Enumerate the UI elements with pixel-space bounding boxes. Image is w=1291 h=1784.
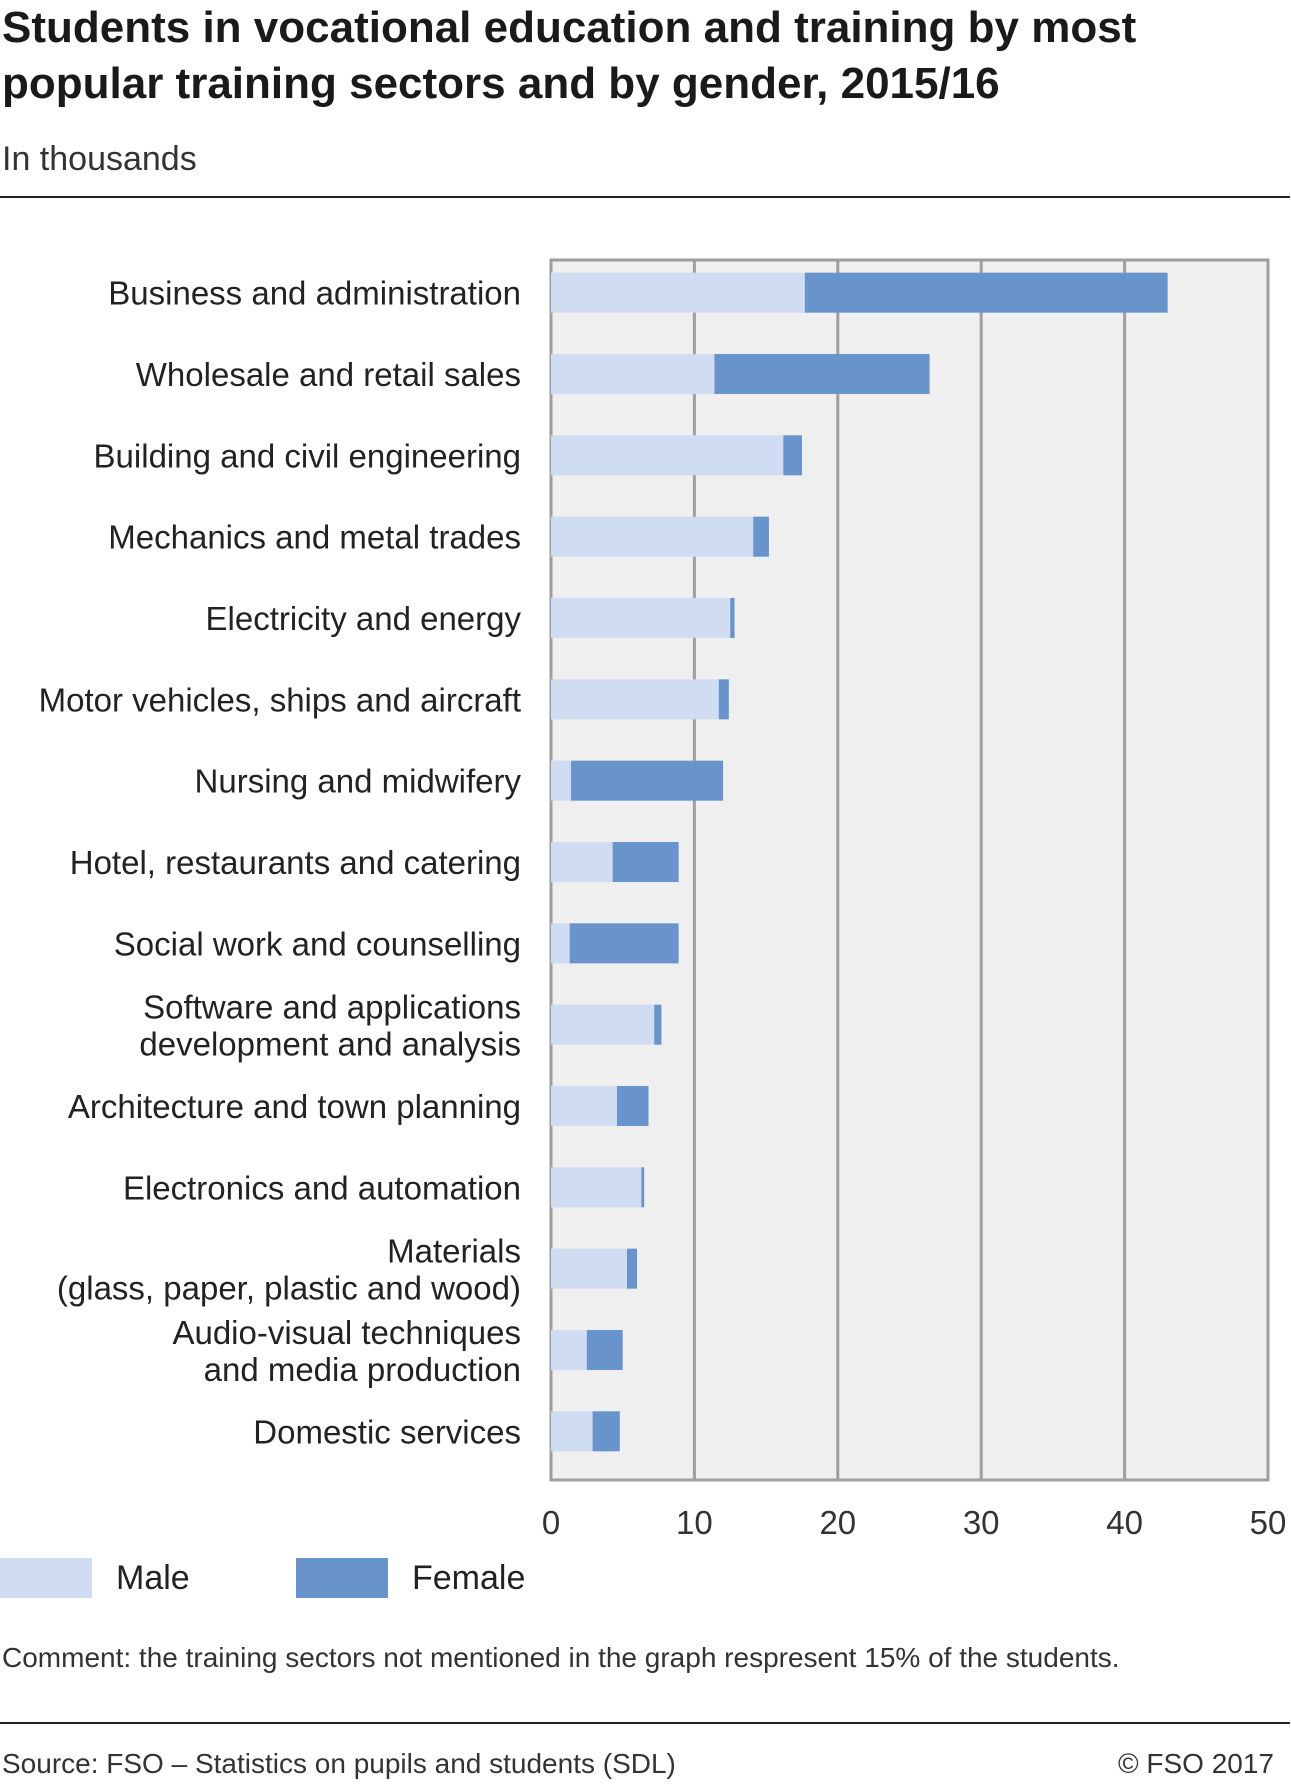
bar-female	[753, 516, 769, 557]
bar-male	[551, 679, 719, 720]
bar-female	[718, 679, 729, 720]
bar-female	[571, 760, 724, 801]
bar-female	[586, 1330, 623, 1370]
category-label: Software and applications development and…	[139, 989, 521, 1063]
bar-female	[616, 1086, 649, 1126]
category-label: Audio-visual techniques and media product…	[172, 1314, 521, 1388]
bar-female	[569, 923, 679, 964]
comment: Comment: the training sectors not mentio…	[2, 1642, 1120, 1673]
bar-female	[654, 1004, 662, 1045]
bar-male	[551, 1167, 642, 1208]
legend-swatch-male	[0, 1558, 92, 1598]
category-label: Wholesale and retail sales	[136, 356, 521, 393]
bar-male	[551, 1004, 655, 1045]
bar-female	[804, 272, 1168, 313]
category-label: Electronics and automation	[123, 1169, 521, 1206]
category-label: Social work and counselling	[114, 925, 521, 962]
bar-chart: 0 10 20 30 40 50 Business and administration Wh…	[39, 258, 1287, 1540]
bar-male	[551, 354, 715, 394]
bar-male	[551, 435, 784, 476]
category-label: Electricity and energy	[206, 600, 522, 637]
category-label: Business and administration	[108, 275, 521, 312]
x-tick-label: 40	[1106, 1504, 1143, 1540]
bar-male	[551, 923, 570, 964]
bar-male	[551, 598, 731, 638]
category-label: Materials (glass, paper, plastic and wood…	[57, 1233, 521, 1307]
x-tick-label: 10	[676, 1504, 713, 1540]
bar-female	[627, 1248, 638, 1289]
x-tick-label: 30	[963, 1504, 1000, 1540]
top-rule	[0, 196, 1290, 198]
bar-male	[551, 272, 805, 313]
category-label: Mechanics and metal trades	[108, 519, 521, 556]
legend: Male Female	[0, 1558, 525, 1598]
bottom-rule	[0, 1722, 1290, 1724]
legend-swatch-female	[296, 1558, 388, 1598]
x-tick-label: 20	[819, 1504, 856, 1540]
bar-female	[714, 354, 930, 394]
category-label: Architecture and town planning	[68, 1088, 521, 1125]
category-label: Building and civil engineering	[94, 437, 521, 474]
bar-female	[730, 598, 735, 638]
bar-female	[783, 435, 802, 476]
category-label: Nursing and midwifery	[195, 763, 522, 800]
chart-title: Students in vocational education and tra…	[2, 3, 1137, 108]
bar-male	[551, 1411, 593, 1452]
bar-male	[551, 1086, 617, 1126]
bar-male	[551, 1330, 587, 1370]
category-label: Domestic services	[253, 1413, 521, 1450]
bar-male	[551, 1248, 628, 1289]
legend-label-male: Male	[116, 1558, 190, 1597]
bar-female	[641, 1167, 645, 1208]
source-note: Source: FSO – Statistics on pupils and s…	[2, 1748, 676, 1779]
category-label: Hotel, restaurants and catering	[70, 844, 521, 881]
bar-male	[551, 842, 613, 882]
bar-male	[551, 760, 572, 801]
copyright: © FSO 2017	[1117, 1748, 1274, 1779]
bar-female	[592, 1411, 620, 1452]
legend-label-female: Female	[412, 1558, 526, 1597]
bar-male	[551, 516, 754, 557]
category-label: Motor vehicles, ships and aircraft	[39, 681, 521, 718]
x-tick-label: 50	[1250, 1504, 1287, 1540]
x-tick-label: 0	[542, 1504, 560, 1540]
chart-subtitle: In thousands	[2, 140, 197, 178]
bar-female	[612, 842, 679, 882]
